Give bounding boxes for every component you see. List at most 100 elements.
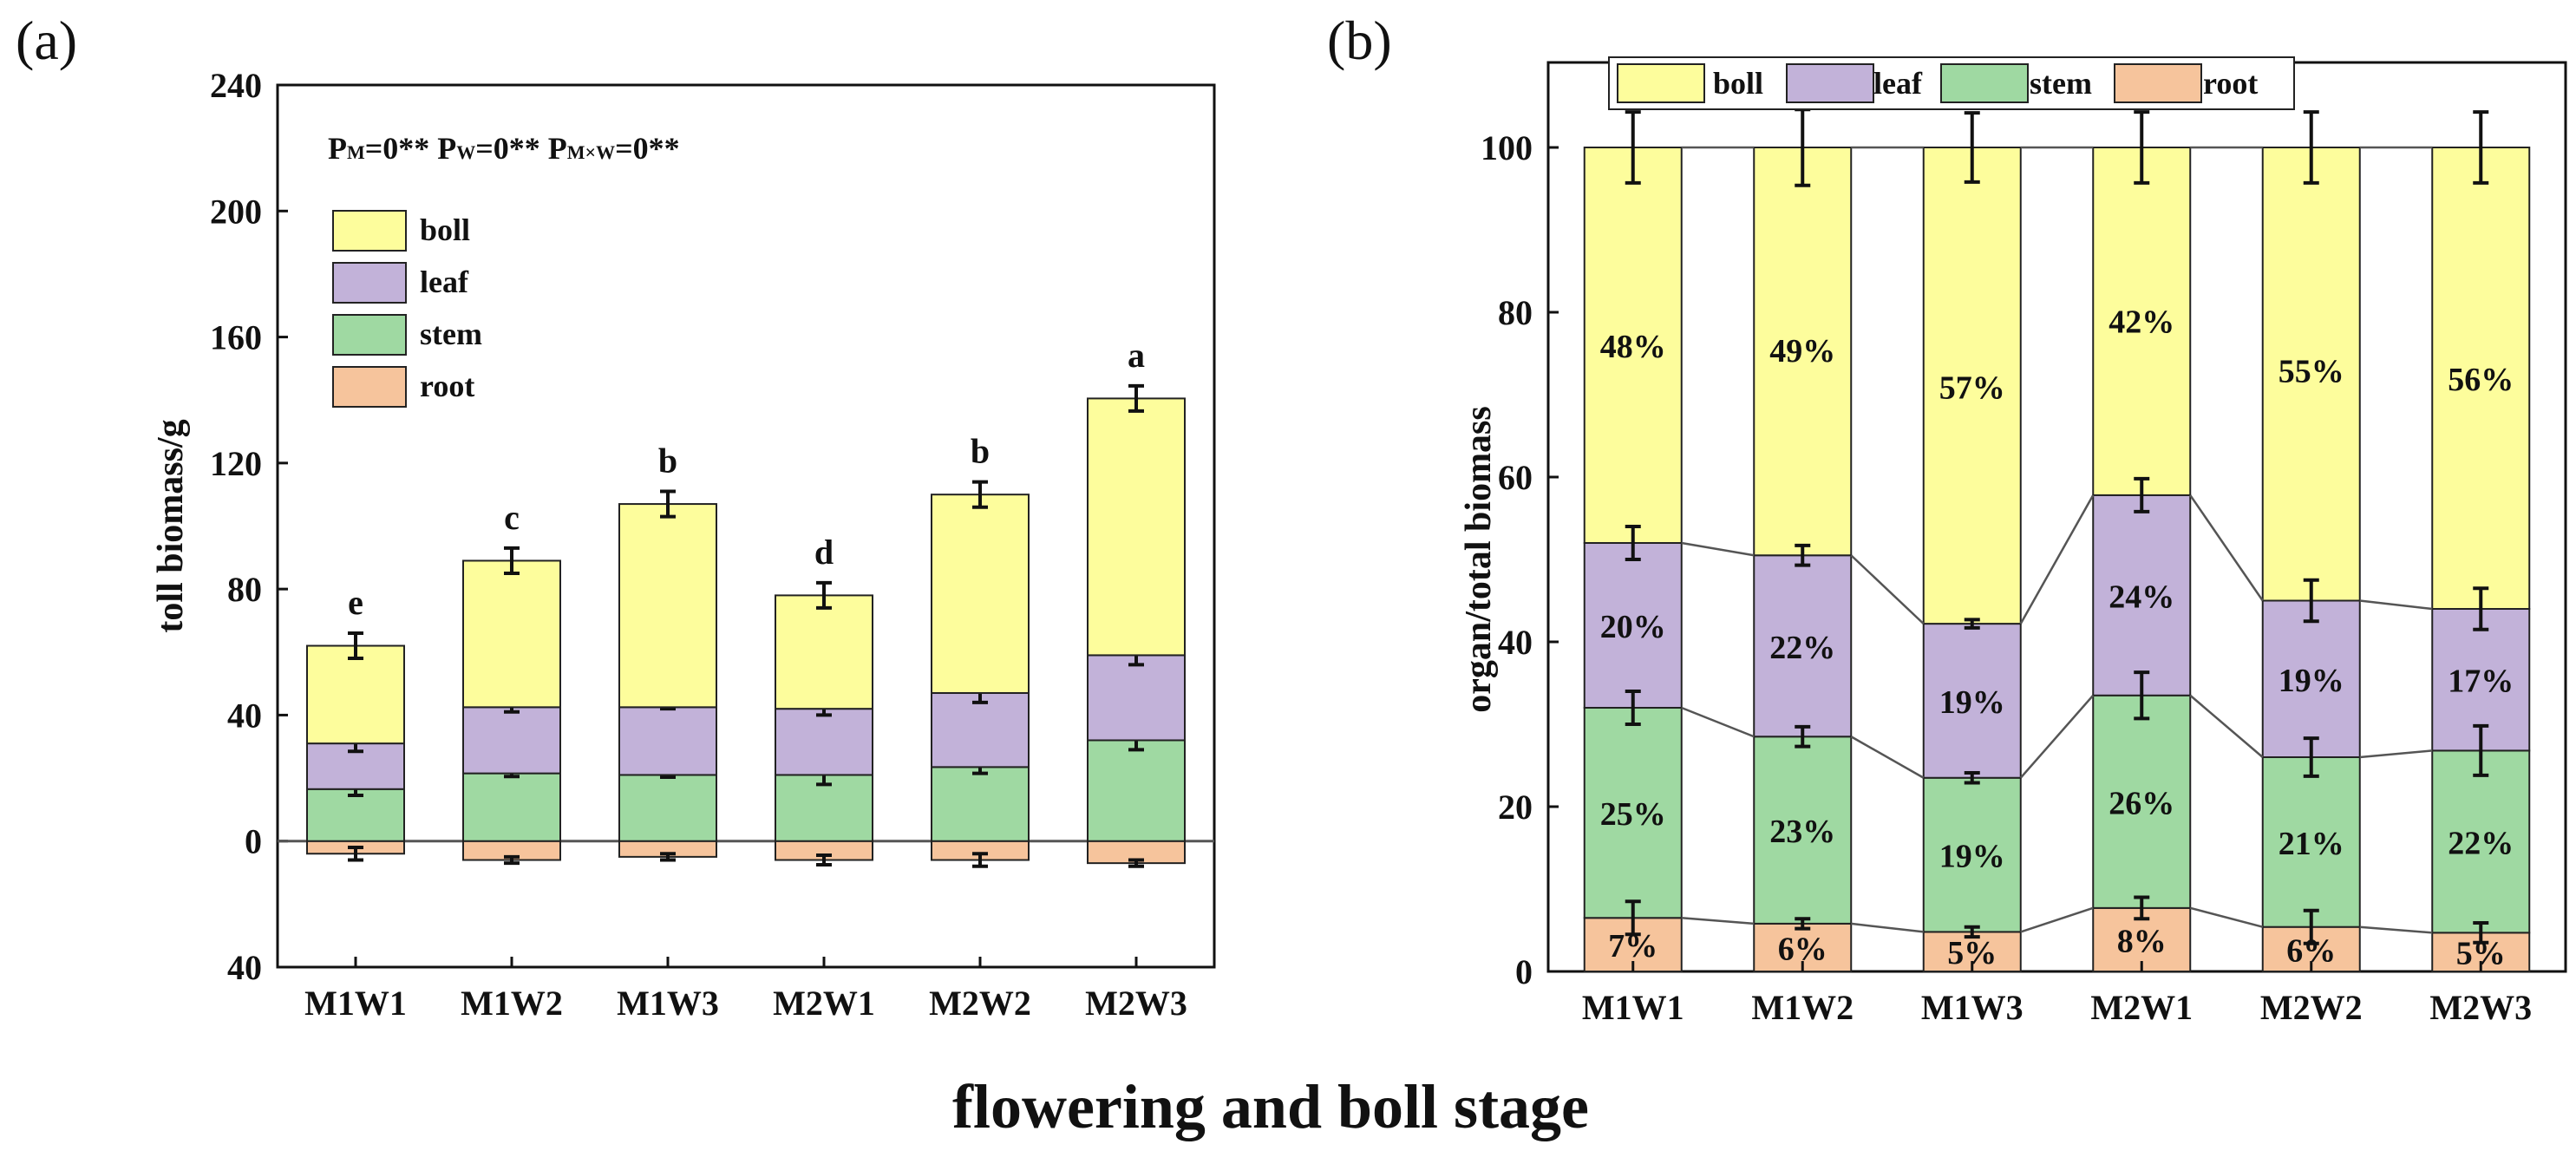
panel-b-bar-leaf	[1922, 623, 2022, 779]
panel-a-significance-letter: e	[348, 583, 363, 622]
panel-b-percent-label-leaf: 19%	[1939, 684, 2005, 721]
panel-b-label: (b)	[1327, 10, 1392, 71]
panel-b-xtick-label: M1W1	[1582, 988, 1684, 1027]
panel-a-bar-boll	[306, 644, 405, 745]
panel-b-percent-label-stem: 26%	[2109, 785, 2174, 821]
panel-a-bar-leaf	[1087, 654, 1186, 742]
panel-b-percent-label-stem: 22%	[2448, 825, 2514, 861]
panel-a-label: (a)	[16, 10, 77, 71]
panel-a-legend-swatch-boll	[332, 210, 407, 252]
significance-part: =0**	[615, 131, 680, 166]
panel-b-connector-root	[2359, 925, 2433, 934]
panel-b-bar-stem	[1753, 736, 1853, 925]
panel-b-connector-stem	[1850, 736, 1925, 779]
significance-part: P	[328, 131, 347, 166]
panel-a-xtick-label: M1W1	[304, 984, 407, 1023]
panel-a-ytick-label: 240	[210, 66, 262, 105]
panel-b-legend-label-leaf: leaf	[1873, 66, 1923, 101]
panel-b-xtick-label: M1W2	[1751, 988, 1854, 1027]
panel-b-connector-leaf	[2359, 599, 2433, 611]
panel-b-bar-leaf	[1753, 554, 1853, 738]
significance-subscript: M	[347, 141, 365, 163]
panel-b-connector-stem	[2359, 749, 2433, 759]
panel-b-bar-boll	[1922, 147, 2022, 625]
panel-b-percent-label-leaf: 20%	[1600, 609, 1666, 645]
panel-b-connector-leaf	[1850, 554, 1925, 625]
panel-a-bar-boll	[462, 559, 561, 709]
panel-b-ytick-label: 20	[1498, 788, 1533, 827]
panel-b-bar-boll	[1753, 147, 1853, 557]
panel-a-significance-letter: c	[504, 498, 520, 537]
panel-b-percent-label-boll: 48%	[1600, 329, 1666, 365]
panel-b-bar-boll	[2261, 147, 2361, 602]
panel-b-legend-label-root: root	[2203, 66, 2258, 101]
panel-b: (b) 0 20 40 60 80 100 organ/total biomass 7% 25% 2…	[1327, 10, 2567, 1027]
panel-b-xtick-label: M2W1	[2090, 988, 2193, 1027]
panel-b-bar-boll	[2092, 147, 2192, 496]
panel-b-connector-root	[2020, 906, 2094, 933]
panel-a-xtick-label: M2W1	[773, 984, 875, 1023]
panel-b-bar-stem	[2261, 756, 2361, 928]
panel-a-bar-boll	[1087, 397, 1186, 657]
panel-b-connector-leaf	[2189, 494, 2264, 602]
figure-x-axis-title: flowering and boll stage	[952, 1072, 1589, 1141]
panel-b-bar-leaf	[2092, 494, 2192, 696]
panel-a-ytick-label: 40	[227, 696, 262, 735]
panel-a-bar-stem	[618, 774, 717, 842]
panel-b-percent-label-leaf: 22%	[1769, 630, 1835, 666]
panel-b-connector-stem	[2189, 694, 2264, 758]
panel-b-xtick-label: M2W3	[2429, 988, 2532, 1027]
panel-b-legend-swatch-root	[2114, 63, 2202, 103]
panel-b-ytick-label: 80	[1498, 293, 1533, 332]
panel-a-significance-letter: b	[971, 432, 990, 471]
panel-a-bar-boll	[618, 503, 717, 709]
panel-b-legend-swatch-leaf	[1786, 63, 1874, 103]
panel-b-xtick-label: M2W2	[2260, 988, 2363, 1027]
panel-a-significance-letter: d	[814, 533, 834, 572]
panel-a-legend-label-root: root	[420, 369, 474, 403]
panel-b-connector-leaf	[1681, 541, 1755, 557]
panel-b-percent-label-stem: 19%	[1939, 839, 2005, 875]
panel-a-bar-boll	[931, 494, 1030, 695]
panel-b-bar-boll	[1583, 147, 1683, 544]
panel-b-y-axis-label: organ/total biomass	[1459, 406, 1499, 713]
panel-b-connector-stem	[1681, 706, 1755, 738]
panel-b-ytick-label: 60	[1498, 458, 1533, 497]
panel-b-percent-label-boll: 49%	[1769, 333, 1835, 369]
panel-b-percent-label-leaf: 19%	[2279, 663, 2344, 699]
panel-a-significance-letter: b	[658, 441, 677, 481]
panel-b-percent-label-root: 8%	[2117, 923, 2167, 959]
panel-b-percent-label-boll: 42%	[2109, 304, 2174, 341]
panel-a-significance-letter: a	[1128, 336, 1145, 375]
panel-a-xtick-label: M2W3	[1085, 984, 1187, 1023]
panel-a-bar-leaf	[775, 708, 873, 776]
panel-b-percent-label-boll: 55%	[2279, 354, 2344, 390]
panel-a-ytick-label: 0	[245, 822, 262, 861]
panel-a-ytick-label: 80	[227, 570, 262, 609]
panel-b-connector-stem	[2019, 694, 2095, 779]
panel-b-plot-frame	[1546, 61, 2567, 973]
panel-b-ytick-label: 0	[1515, 952, 1533, 991]
panel-a-legend-label-boll: boll	[420, 213, 470, 247]
panel-a-bar-leaf	[462, 706, 561, 775]
panel-a-legend-label-stem: stem	[420, 317, 482, 351]
significance-subscript: W	[456, 141, 475, 163]
panel-b-legend: boll leaf stem root	[1608, 56, 2295, 110]
panel-b-connector-root	[1681, 917, 1755, 925]
panel-a-bar-stem	[462, 772, 561, 842]
significance-part: P	[437, 131, 456, 166]
panel-b-percent-label-leaf: 17%	[2448, 664, 2514, 700]
panel-a-ytick-label: 40	[227, 948, 262, 987]
panel-a-legend-label-leaf: leaf	[420, 265, 469, 299]
panel-b-percent-label-root: 7%	[1608, 928, 1657, 965]
panel-b-bar-stem	[1922, 776, 2022, 933]
panel-a-legend-swatch-stem	[332, 314, 407, 356]
panel-b-legend-label-stem: stem	[2030, 66, 2092, 101]
significance-part: =0**	[475, 131, 548, 166]
panel-a-bar-stem	[1087, 739, 1186, 842]
panel-b-legend-label-boll: boll	[1713, 66, 1763, 101]
significance-part: P	[548, 131, 567, 166]
panel-a-legend-swatch-leaf	[332, 262, 407, 304]
panel-b-ytick-label: 100	[1481, 128, 1533, 167]
